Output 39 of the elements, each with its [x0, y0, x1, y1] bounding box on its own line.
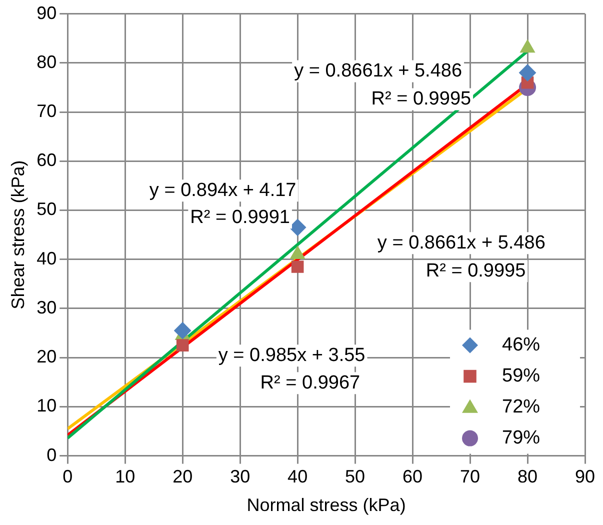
legend-label: 46% — [502, 334, 540, 356]
y-tick-label: 20 — [36, 346, 57, 367]
annotation: R² = 0.9991 — [190, 206, 290, 228]
y-tick-label: 60 — [36, 150, 57, 170]
legend-label: 59% — [502, 366, 540, 387]
y-tick-label: 0 — [46, 444, 57, 465]
x-tick-label: 80 — [518, 466, 538, 487]
x-tick-label: 0 — [62, 466, 73, 487]
point — [289, 218, 306, 236]
annotation: y = 0.8661x + 5.486 — [377, 232, 546, 254]
point — [176, 339, 189, 352]
annotation: y = 0.894x + 4.17 — [149, 180, 296, 201]
point — [519, 64, 536, 82]
annotation: R² = 0.9967 — [260, 372, 360, 394]
x-tick-label: 50 — [345, 466, 366, 487]
annotation: R² = 0.9995 — [426, 260, 526, 282]
y-tick-label: 90 — [36, 2, 57, 23]
y-tick-label: 70 — [36, 100, 57, 121]
y-axis-title: Shear stress (kPa) — [8, 160, 28, 310]
x-tick-label: 70 — [460, 466, 480, 487]
legend-label: 79% — [502, 428, 540, 449]
annotation: y = 0.985x + 3.55 — [218, 344, 366, 366]
x-tick-label: 60 — [402, 466, 423, 487]
y-tick-label: 40 — [36, 248, 57, 268]
y-tick-label: 50 — [36, 199, 57, 220]
legend-label: 72% — [502, 396, 540, 418]
x-tick-label: 10 — [115, 466, 136, 487]
y-tick-label: 80 — [36, 52, 57, 72]
x-tick-label: 40 — [288, 466, 308, 487]
y-tick-label: 10 — [36, 396, 57, 416]
point — [174, 322, 192, 340]
x-tick-label: 20 — [172, 466, 193, 487]
point — [291, 260, 304, 273]
x-axis-title: Normal stress (kPa) — [246, 495, 406, 516]
annotation: R² = 0.9995 — [371, 88, 472, 110]
x-tick-label: 30 — [230, 466, 250, 487]
y-tick-label: 30 — [36, 297, 57, 318]
annotation: y = 0.8661x + 5.486 — [294, 60, 462, 82]
x-tick-label: 90 — [574, 466, 596, 487]
